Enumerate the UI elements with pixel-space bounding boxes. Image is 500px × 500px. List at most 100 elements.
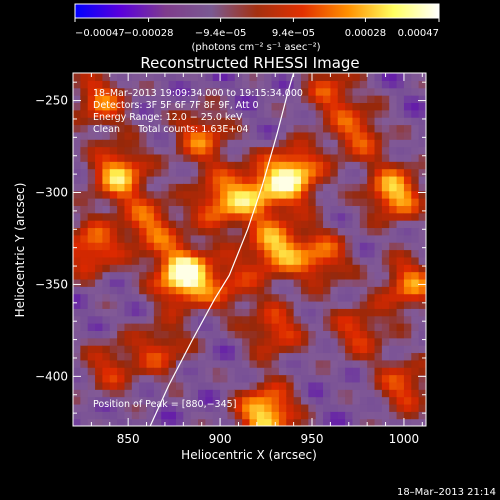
heatmap-cell — [271, 315, 280, 324]
heatmap-cell — [234, 308, 243, 317]
heatmap-cell — [109, 168, 118, 177]
heatmap-cell — [286, 73, 295, 81]
heatmap-cell — [352, 256, 361, 265]
heatmap-cell — [271, 286, 280, 295]
heatmap-cell — [73, 330, 81, 339]
heatmap-cell — [374, 153, 383, 162]
heatmap-cell — [249, 337, 258, 346]
heatmap-cell — [308, 352, 317, 361]
heatmap-cell — [300, 220, 309, 229]
heatmap-cell — [168, 293, 177, 302]
heatmap-cell — [374, 286, 383, 295]
heatmap-cell — [411, 286, 420, 295]
heatmap-cell — [227, 300, 236, 309]
heatmap-cell — [205, 249, 214, 258]
heatmap-cell — [153, 330, 162, 339]
colorbar-tick: 9.4e−05 — [272, 18, 315, 39]
heatmap-cell — [381, 389, 390, 398]
heatmap-cell — [109, 278, 118, 287]
heatmap-cell — [315, 205, 324, 214]
heatmap-cell — [146, 220, 155, 229]
heatmap-cell — [308, 212, 317, 221]
heatmap-cell — [418, 153, 426, 162]
heatmap-cell — [205, 330, 214, 339]
heatmap-cell — [352, 300, 361, 309]
heatmap-cell — [102, 374, 111, 383]
heatmap-cell — [227, 183, 236, 192]
heatmap-cell — [220, 396, 229, 405]
heatmap-cell — [131, 403, 140, 412]
heatmap-cell — [117, 359, 126, 368]
heatmap-cell — [220, 161, 229, 170]
heatmap-cell — [190, 242, 199, 251]
heatmap-cell — [109, 117, 118, 126]
heatmap-cell — [389, 242, 398, 251]
heatmap-cell — [286, 175, 295, 184]
heatmap-cell — [367, 418, 376, 426]
heatmap-cell — [300, 102, 309, 111]
heatmap-cell — [330, 227, 339, 236]
heatmap-cell — [161, 227, 170, 236]
heatmap-cell — [286, 183, 295, 192]
heatmap-cell — [234, 220, 243, 229]
heatmap-cell — [73, 183, 81, 192]
heatmap-cell — [87, 168, 96, 177]
heatmap-cell — [242, 183, 251, 192]
heatmap-cell — [256, 330, 265, 339]
heatmap-cell — [227, 146, 236, 155]
heatmap-cell — [352, 389, 361, 398]
heatmap-cell — [139, 308, 148, 317]
heatmap-cell — [212, 337, 221, 346]
heatmap-cell — [249, 403, 258, 412]
heatmap-cell — [381, 102, 390, 111]
heatmap-cell — [139, 131, 148, 140]
heatmap-cell — [212, 286, 221, 295]
heatmap-cell — [271, 205, 280, 214]
heatmap-cell — [205, 308, 214, 317]
heatmap-cell — [227, 278, 236, 287]
heatmap-cell — [234, 139, 243, 148]
heatmap-cell — [183, 403, 192, 412]
heatmap-cell — [73, 139, 81, 148]
heatmap-cell — [153, 161, 162, 170]
heatmap-cell — [345, 396, 354, 405]
heatmap-cell — [168, 205, 177, 214]
heatmap-cell — [249, 249, 258, 258]
heatmap-cell — [264, 146, 273, 155]
heatmap-cell — [212, 168, 221, 177]
heatmap-cell — [278, 323, 287, 331]
heatmap-cell — [109, 175, 118, 184]
heatmap-cell — [234, 190, 243, 199]
heatmap-cell — [109, 212, 118, 221]
heatmap-cell — [95, 249, 104, 258]
heatmap-cell — [256, 367, 265, 376]
heatmap-cell — [124, 190, 133, 199]
heatmap-cell — [146, 212, 155, 221]
heatmap-cell — [345, 286, 354, 295]
heatmap-cell — [124, 286, 133, 295]
heatmap-cell — [73, 95, 81, 104]
heatmap-cell — [374, 117, 383, 126]
heatmap-cell — [286, 278, 295, 287]
heatmap-cell — [212, 389, 221, 398]
heatmap-cell — [198, 345, 206, 354]
heatmap-cell — [330, 264, 339, 273]
heatmap-cell — [418, 139, 426, 148]
colorbar-tick-label: −9.4e−05 — [195, 28, 247, 39]
heatmap-cell — [95, 352, 104, 361]
heatmap-cell — [242, 220, 251, 229]
heatmap-cell — [95, 300, 104, 309]
heatmap-cell — [109, 131, 118, 140]
heatmap-cell — [205, 102, 214, 111]
heatmap-cell — [102, 109, 111, 118]
heatmap-cell — [109, 190, 118, 199]
heatmap-cell — [249, 389, 258, 398]
heatmap-cell — [300, 389, 309, 398]
heatmap-cell — [359, 264, 368, 273]
heatmap-cell — [337, 381, 346, 390]
heatmap-cell — [374, 198, 383, 206]
heatmap-cell — [359, 418, 368, 426]
heatmap-cell — [109, 411, 118, 420]
heatmap-cell — [73, 278, 81, 287]
heatmap-cell — [256, 102, 265, 111]
